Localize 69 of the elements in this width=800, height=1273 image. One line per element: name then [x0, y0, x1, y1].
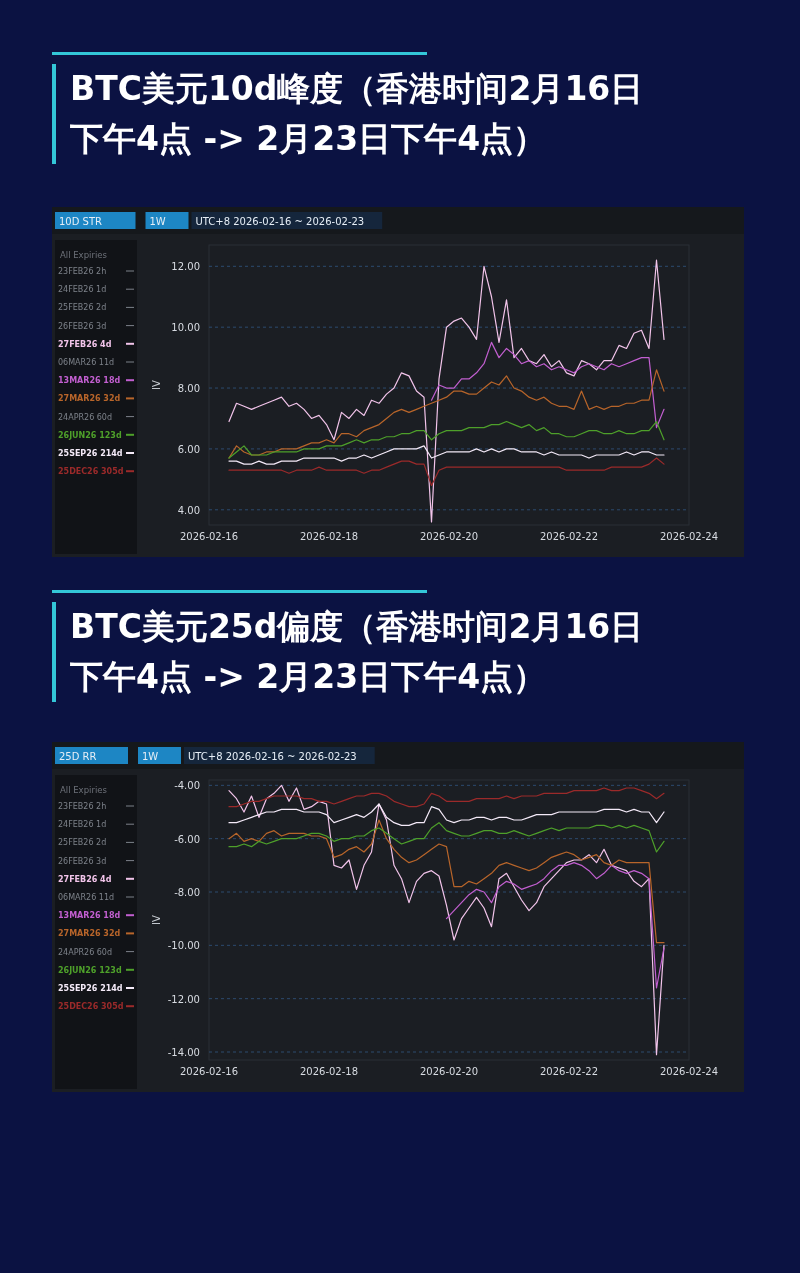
line-series	[228, 369, 665, 459]
legend-label: 26FEB26 3d	[58, 856, 107, 866]
legend-label: 27MAR26 32d	[58, 929, 121, 939]
legend-label: 25DEC26 305d	[58, 467, 124, 477]
x-tick-label: 2026-02-22	[539, 1066, 599, 1077]
legend-label: 26JUN26 123d	[58, 965, 122, 975]
legend-label: 24APR26 60d	[58, 412, 113, 422]
x-tick-label: 2026-02-18	[299, 531, 359, 542]
legend-label: 23FEB26 2h	[58, 267, 107, 276]
legend-label: 06MAR26 11d	[58, 893, 115, 902]
x-tick-label: 2026-02-24	[659, 531, 719, 542]
legend-label: 25FEB26 2d	[58, 303, 107, 313]
legend-label: 27MAR26 32d	[58, 394, 121, 404]
line-series	[430, 341, 665, 429]
y-tick-label: 4.00	[177, 504, 200, 516]
y-tick-label: -6.00	[174, 833, 200, 845]
x-tick-label: 2026-02-16	[179, 1066, 239, 1077]
legend-label: 27FEB26 4d	[58, 874, 112, 884]
text: 25D RR	[59, 750, 97, 762]
legend-label: 24FEB26 1d	[58, 820, 107, 830]
x-tick-label: 2026-02-20	[419, 531, 479, 542]
x-tick-label: 2026-02-20	[419, 1066, 479, 1077]
y-axis-title: IV	[151, 914, 162, 925]
y-axis-title: IV	[151, 379, 162, 390]
line-series	[445, 862, 665, 989]
legend-title: All Expiries	[60, 250, 108, 260]
x-tick-label: 2026-02-24	[659, 1066, 719, 1077]
legend-label: 25SEP26 214d	[58, 984, 123, 993]
x-tick-label: 2026-02-16	[179, 531, 239, 542]
legend-label: 25SEP26 214d	[58, 449, 123, 458]
chart-title: BTC美元10d峰度（香港时间2月16日下午4点 -> 2月23日下午4点）	[52, 64, 660, 164]
y-tick-label: -14.00	[167, 1047, 200, 1058]
text: 1W	[142, 750, 159, 762]
y-tick-label: 12.00	[171, 261, 200, 273]
line-series	[228, 787, 665, 808]
line-series	[228, 445, 665, 465]
legend-title: All Expiries	[60, 785, 108, 795]
y-tick-label: 8.00	[177, 383, 200, 395]
line-series	[228, 822, 665, 853]
y-tick-label: -10.00	[167, 940, 200, 952]
legend-label: 24FEB26 1d	[58, 285, 107, 295]
legend-label: 27FEB26 4d	[58, 339, 112, 349]
legend-label: 26JUN26 123d	[58, 430, 122, 440]
y-tick-label: -8.00	[174, 887, 200, 898]
line-series	[228, 803, 665, 826]
line-series	[228, 784, 665, 1056]
legend-label: 13MAR26 18d	[58, 376, 121, 386]
x-tick-label: 2026-02-18	[299, 1066, 359, 1077]
text: 10D STR	[59, 215, 103, 227]
line-series	[228, 819, 665, 944]
legend-label: 13MAR26 18d	[58, 911, 121, 921]
text: 1W	[149, 215, 166, 227]
y-tick-label: -4.00	[174, 780, 200, 792]
legend-label: 25FEB26 2d	[58, 838, 107, 848]
y-tick-label: 6.00	[177, 443, 200, 455]
line-series	[228, 420, 665, 459]
y-tick-label: -12.00	[167, 993, 200, 1005]
legend-label: 25DEC26 305d	[58, 1002, 124, 1012]
chart-title: BTC美元25d偏度（香港时间2月16日下午4点 -> 2月23日下午4点）	[52, 602, 660, 702]
y-tick-label: 10.00	[171, 322, 200, 334]
legend-label: 26FEB26 3d	[58, 321, 107, 331]
legend-label: 24APR26 60d	[58, 947, 113, 957]
legend-label: 23FEB26 2h	[58, 802, 107, 811]
line-series	[228, 259, 665, 523]
legend-label: 06MAR26 11d	[58, 358, 115, 367]
line-series	[228, 457, 665, 487]
text: UTC+8 2026-02-16 ~ 2026-02-23	[188, 750, 357, 762]
x-tick-label: 2026-02-22	[539, 531, 599, 542]
text: UTC+8 2026-02-16 ~ 2026-02-23	[195, 215, 365, 227]
